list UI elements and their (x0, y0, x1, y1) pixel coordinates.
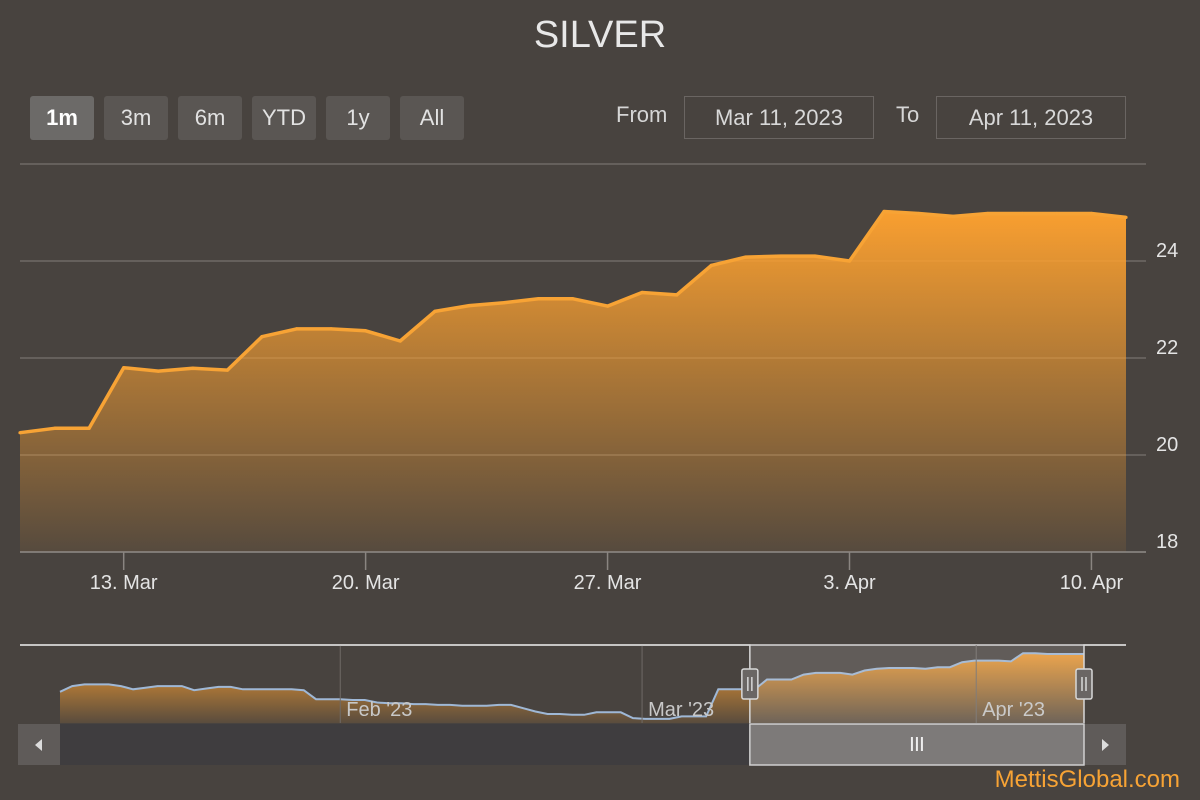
data-point (675, 293, 679, 297)
x-tick-label: 3. Apr (823, 572, 876, 594)
data-point (467, 304, 471, 308)
chart-title: SILVER (533, 14, 667, 56)
data-point (744, 255, 748, 259)
from-label: From (616, 102, 668, 127)
x-tick-label: 27. Mar (574, 572, 642, 594)
y-tick-label: 24 (1156, 240, 1178, 262)
data-point (1020, 211, 1024, 216)
navigator-label: Apr '23 (982, 699, 1045, 721)
data-point (882, 209, 886, 214)
axes: 18 20 22 24 13. Mar 20. Mar 27. Mar 3. Apr 10. A… (20, 240, 1178, 594)
data-point (191, 366, 195, 370)
navigator[interactable]: Feb '23 Mar '23 Apr '23 (18, 644, 1126, 766)
range-button-ytd[interactable]: YTD (252, 96, 316, 140)
navigator-line (59, 652, 1084, 720)
scroll-right-arrow-icon[interactable] (1084, 724, 1126, 765)
data-point (951, 214, 955, 218)
data-point (1124, 215, 1128, 219)
navigator-left-handle[interactable] (741, 668, 759, 700)
y-tick-label: 18 (1156, 531, 1178, 553)
to-date-input[interactable] (936, 96, 1126, 139)
data-point (87, 426, 91, 430)
data-point (605, 304, 610, 308)
data-point (52, 426, 57, 430)
data-point (398, 339, 402, 343)
x-tick-label: 10. Apr (1060, 572, 1124, 594)
data-point (502, 301, 506, 305)
navigator-label: Mar '23 (648, 699, 714, 721)
range-button-6m[interactable]: 6m (178, 96, 242, 140)
scroll-left-arrow-icon[interactable] (18, 724, 60, 765)
data-point (986, 211, 990, 216)
y-tick-label: 22 (1156, 337, 1178, 359)
data-point (225, 368, 229, 372)
range-button-all[interactable]: All (400, 96, 464, 140)
data-point (1089, 211, 1094, 216)
data-point (640, 290, 644, 295)
data-point (1055, 211, 1059, 216)
navigator-area (60, 653, 1084, 723)
range-button-1y[interactable]: 1y (326, 96, 390, 140)
navigator-label: Feb '23 (346, 699, 412, 721)
data-point (709, 263, 713, 267)
x-tick-label: 13. Mar (90, 572, 158, 594)
data-point (433, 309, 437, 314)
data-point (536, 297, 541, 301)
data-point (847, 259, 852, 263)
data-point (917, 211, 921, 216)
scrollbar-thumb[interactable] (749, 723, 1085, 766)
data-point (778, 254, 782, 258)
data-point (571, 297, 575, 301)
data-point (156, 369, 160, 373)
from-date-input[interactable] (684, 96, 874, 139)
data-point (122, 366, 126, 370)
y-tick-label: 20 (1156, 434, 1178, 456)
series-area (20, 211, 1126, 552)
series-silver (18, 209, 1128, 552)
x-tick-label: 20. Mar (332, 572, 400, 594)
data-point (813, 254, 817, 258)
data-point (364, 329, 368, 333)
navigator-selection-mask[interactable] (749, 645, 1084, 723)
data-point (18, 431, 22, 435)
data-point (329, 327, 333, 331)
range-button-3m[interactable]: 3m (104, 96, 168, 140)
credit-link[interactable]: MettisGlobal.com (994, 766, 1180, 793)
data-point (260, 335, 264, 339)
to-label: To (896, 102, 920, 127)
data-point (294, 327, 299, 331)
navigator-right-handle[interactable] (1075, 668, 1093, 700)
range-button-1m[interactable]: 1m (30, 96, 94, 140)
